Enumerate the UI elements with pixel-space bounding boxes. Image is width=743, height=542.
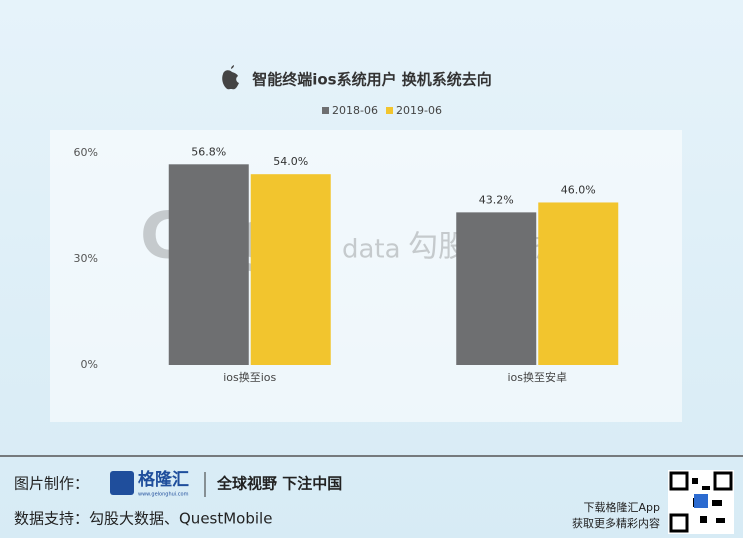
bar: [168, 164, 249, 365]
footer-source: 数据支持：勾股大数据、QuestMobile: [14, 510, 272, 528]
footer-brand: 格隆汇: [138, 469, 189, 490]
footer-app-line2: 获取更多精彩内容: [572, 516, 660, 530]
y-tick-label: 30%: [74, 252, 98, 265]
x-tick-label: ios换至ios: [223, 370, 276, 384]
y-tick-label: 0%: [81, 358, 98, 371]
legend-swatch: [322, 107, 329, 114]
watermark-suffix: data: [342, 235, 401, 265]
value-label: 54.0%: [273, 155, 308, 168]
chart-title: 智能终端ios系统用户 换机系统去向: [252, 71, 492, 89]
x-tick-label: ios换至安卓: [507, 370, 567, 384]
footer-app-line1: 下载格隆汇App: [584, 500, 661, 514]
apple-icon: [222, 65, 239, 90]
footer-made-by: 图片制作：: [14, 475, 89, 493]
legend-label: 2018-06: [332, 104, 378, 117]
value-label: 56.8%: [191, 145, 226, 158]
bar: [456, 212, 537, 365]
qr-code: [668, 470, 734, 534]
y-tick-label: 60%: [74, 146, 98, 159]
bar: [250, 174, 331, 365]
value-label: 43.2%: [479, 193, 514, 206]
value-label: 46.0%: [561, 183, 596, 196]
legend-swatch: [386, 107, 393, 114]
bar: [538, 202, 619, 365]
footer-slogan: 全球视野 下注中国: [216, 475, 342, 493]
brand-icon: [110, 471, 134, 495]
footer-brand-site: www.gelonghui.com: [138, 492, 189, 498]
legend-label: 2019-06: [396, 104, 442, 117]
